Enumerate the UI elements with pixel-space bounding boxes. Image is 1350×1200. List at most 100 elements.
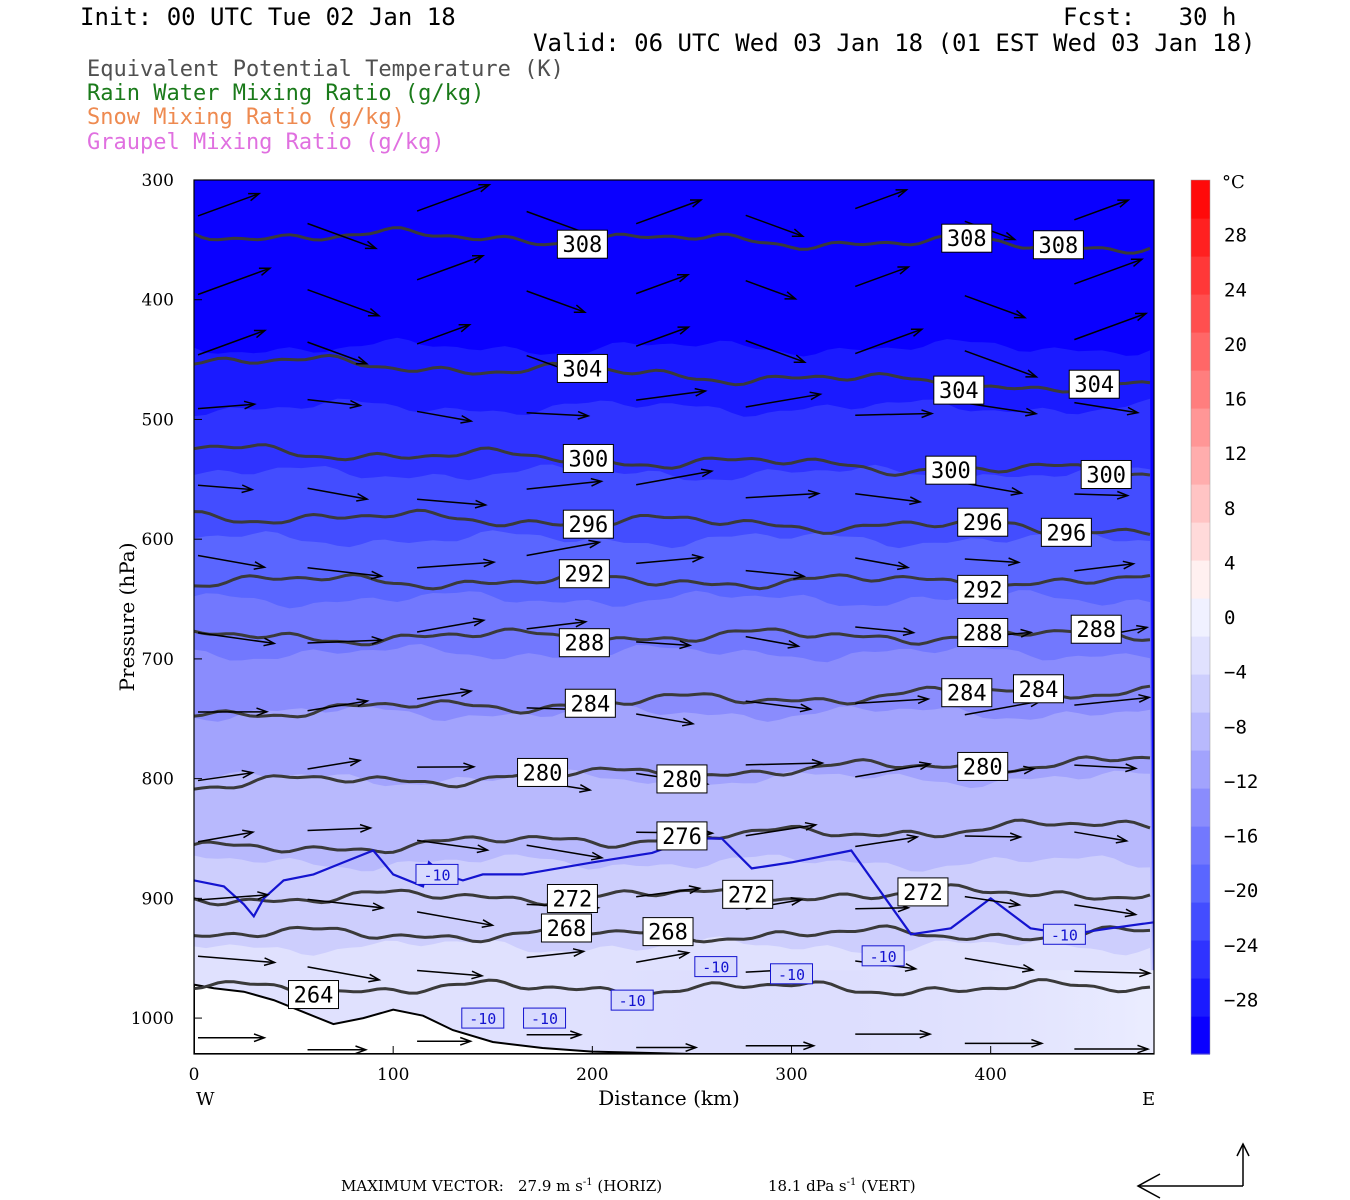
wind-vector [745, 700, 811, 710]
wind-vector-head [573, 304, 587, 313]
contour-label-box [1032, 230, 1084, 260]
temp-contour-label: -10 [870, 948, 897, 966]
wind-vector [745, 214, 804, 237]
wind-vector [1074, 312, 1147, 341]
wind-vector [745, 280, 796, 300]
wind-vector-head [1025, 407, 1039, 417]
wind-vector-head [574, 618, 588, 628]
contour-label: 288 [564, 632, 604, 657]
wind-vector [745, 393, 821, 408]
wind-vector [1074, 493, 1128, 497]
wind-vector [745, 492, 819, 499]
wind-vector-head [1126, 406, 1140, 416]
wind-vector-head [241, 769, 255, 779]
wind-vector [416, 183, 490, 212]
wind-vector [1074, 764, 1136, 770]
wind-vector-head [367, 308, 381, 317]
wind-vector [417, 561, 494, 569]
wind-vector-head [590, 477, 604, 487]
wind-vector [964, 294, 1026, 319]
contour-label: 300 [1086, 463, 1126, 488]
wind-vector-head [691, 553, 705, 563]
colorbar-segment [1191, 940, 1210, 979]
wind-vector-head [459, 1036, 473, 1046]
y-tick-label: 900 [142, 889, 174, 909]
colorbar-frame [1190, 179, 1211, 1055]
wind-vector-head [921, 409, 935, 419]
wind-vector-head [1003, 231, 1017, 241]
wind-vector [964, 835, 1021, 838]
wind-vector-head [263, 957, 277, 967]
wind-vector [964, 402, 1037, 415]
wind-vector-head [356, 492, 370, 502]
wind-vector [1074, 970, 1150, 974]
colorbar-segment [1191, 522, 1210, 561]
wind-vector-head [1008, 898, 1022, 908]
wind-vector [745, 762, 823, 766]
wind-vector-head [910, 328, 924, 337]
forecast-hour: Fcst: 30 h [1063, 3, 1237, 31]
wind-vector-head [359, 823, 373, 833]
contour-label-box [1080, 459, 1132, 489]
y-tick-label: 300 [142, 171, 174, 191]
wind-vector [307, 398, 361, 407]
colorbar-unit: °C [1222, 172, 1245, 193]
max-vector-label: MAXIMUM VECTOR: [341, 1177, 504, 1195]
wind-vector-head [1013, 309, 1027, 319]
legend-rain: Rain Water Mixing Ratio (g/kg) [87, 81, 485, 106]
wind-vector-head [471, 970, 485, 980]
wind-vector-head [253, 561, 267, 570]
wind-vector [526, 844, 603, 859]
valid-time: Valid: 06 UTC Wed 03 Jan 18 (01 EST Wed … [533, 29, 1256, 57]
contour-label: 296 [1046, 521, 1086, 546]
temp-contour-label: -10 [1051, 926, 1078, 944]
wind-vector-head [364, 240, 378, 250]
wind-vector-head [677, 950, 691, 960]
west-label: W [196, 1089, 215, 1110]
wind-vector [416, 410, 472, 422]
max-horiz-vector: 27.9 m s-1 (HORIZ) [518, 1177, 663, 1195]
wind-vector [416, 911, 493, 927]
contour-label: 268 [648, 921, 688, 946]
wind-vector [636, 952, 689, 963]
wind-vector-head [460, 414, 474, 424]
wind-vector-head [1115, 834, 1129, 844]
wind-vector-head [793, 570, 807, 580]
wind-vector-head [257, 891, 270, 900]
wind-vector [416, 690, 472, 700]
wind-vector [636, 641, 691, 647]
wind-vector-head [1125, 763, 1138, 773]
wind-vector-head [803, 1041, 816, 1051]
wind-vector-head [896, 561, 911, 571]
wind-vector [855, 763, 931, 778]
wind-vector [416, 619, 484, 633]
temp-contour-label: -10 [778, 966, 805, 984]
colorbar-segment [1191, 408, 1210, 447]
wind-vector-head [799, 703, 813, 713]
wind-vector [964, 957, 1034, 971]
wind-vector-head [1116, 490, 1130, 500]
temp-contour-minus10 [194, 837, 1154, 936]
contour-label-box [957, 751, 1009, 781]
wind-vector [855, 626, 914, 634]
y-tick-label: 600 [142, 530, 174, 550]
wind-vector-head [1135, 312, 1149, 322]
wind-vector [855, 836, 918, 848]
wind-vector-head [787, 639, 801, 649]
colorbar-tick-label: −8 [1224, 716, 1247, 738]
y-tick-label: 700 [142, 650, 174, 670]
wind-vector-head [348, 757, 363, 767]
wind-vector [307, 639, 383, 644]
wind-vector-head [902, 627, 916, 637]
wind-vector-head [1137, 1044, 1151, 1054]
wind-vector-head [690, 199, 704, 208]
colorbar-segment [1191, 902, 1210, 941]
contour-label-box [656, 764, 708, 794]
contour-label: 284 [570, 692, 610, 717]
wind-vector [1074, 696, 1150, 706]
wind-vector-head [253, 329, 267, 339]
legend-graupel: Graupel Mixing Ratio (g/kg) [87, 130, 445, 155]
contour-label-box [288, 980, 340, 1010]
wind-vector-head [809, 391, 823, 401]
